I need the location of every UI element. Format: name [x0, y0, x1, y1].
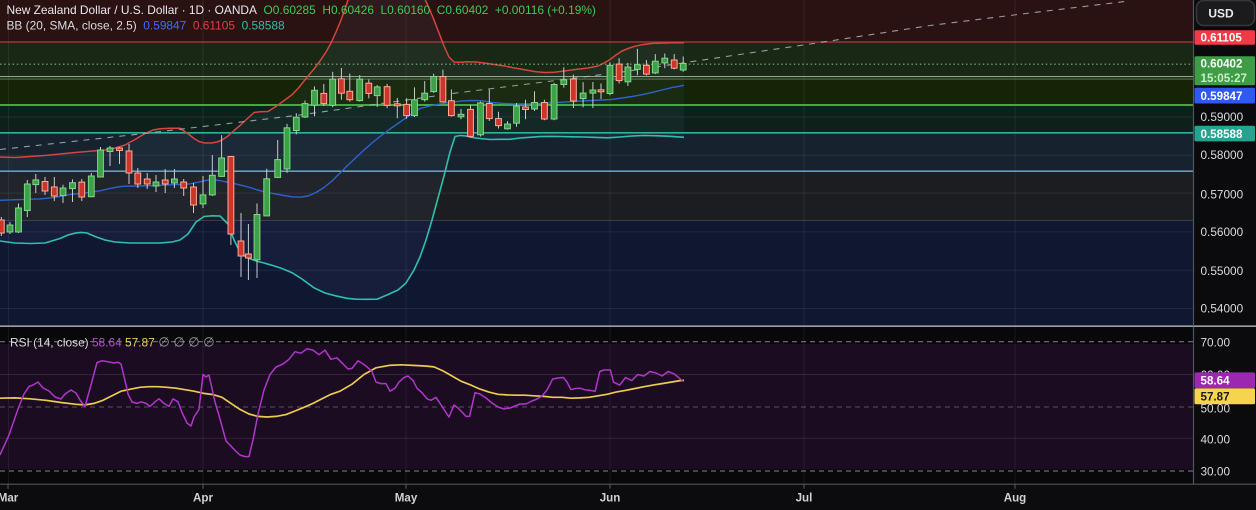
- svg-text:40.00: 40.00: [1201, 433, 1231, 447]
- svg-text:58.64: 58.64: [1201, 375, 1231, 388]
- svg-text:0.60402: 0.60402: [1201, 58, 1243, 71]
- svg-text:0.59000: 0.59000: [1201, 110, 1244, 124]
- svg-text:30.00: 30.00: [1201, 465, 1231, 479]
- svg-text:BB (20, SMA, close, 2.5) 0.59: BB (20, SMA, close, 2.5) 0.59847 0.61105…: [7, 19, 285, 33]
- svg-text:0.55000: 0.55000: [1201, 264, 1244, 278]
- svg-text:15:05:27: 15:05:27: [1201, 72, 1247, 85]
- svg-text:0.58588: 0.58588: [1201, 128, 1243, 141]
- svg-text:0.56000: 0.56000: [1201, 225, 1244, 239]
- svg-text:57.87: 57.87: [1201, 391, 1230, 404]
- svg-text:Jul: Jul: [796, 492, 813, 505]
- svg-text:Aug: Aug: [1004, 492, 1027, 505]
- svg-text:New Zealand Dollar / U.S. Doll: New Zealand Dollar / U.S. Dollar · 1D · …: [7, 3, 596, 17]
- svg-text:RSI (14, close) 58.64 57.87 ∅: RSI (14, close) 58.64 57.87 ∅ ∅ ∅ ∅: [10, 335, 215, 350]
- svg-text:Jun: Jun: [600, 492, 621, 505]
- svg-text:0.54000: 0.54000: [1201, 302, 1244, 316]
- svg-text:USD: USD: [1208, 7, 1234, 21]
- svg-text:Apr: Apr: [193, 492, 213, 505]
- svg-text:0.59847: 0.59847: [1201, 90, 1243, 103]
- svg-text:50.00: 50.00: [1201, 402, 1231, 416]
- svg-text:0.57000: 0.57000: [1201, 188, 1244, 202]
- svg-text:May: May: [395, 492, 418, 505]
- svg-text:0.58000: 0.58000: [1201, 148, 1244, 162]
- svg-text:70.00: 70.00: [1201, 336, 1231, 350]
- svg-text:Mar: Mar: [0, 492, 19, 505]
- svg-text:0.61105: 0.61105: [1201, 32, 1243, 45]
